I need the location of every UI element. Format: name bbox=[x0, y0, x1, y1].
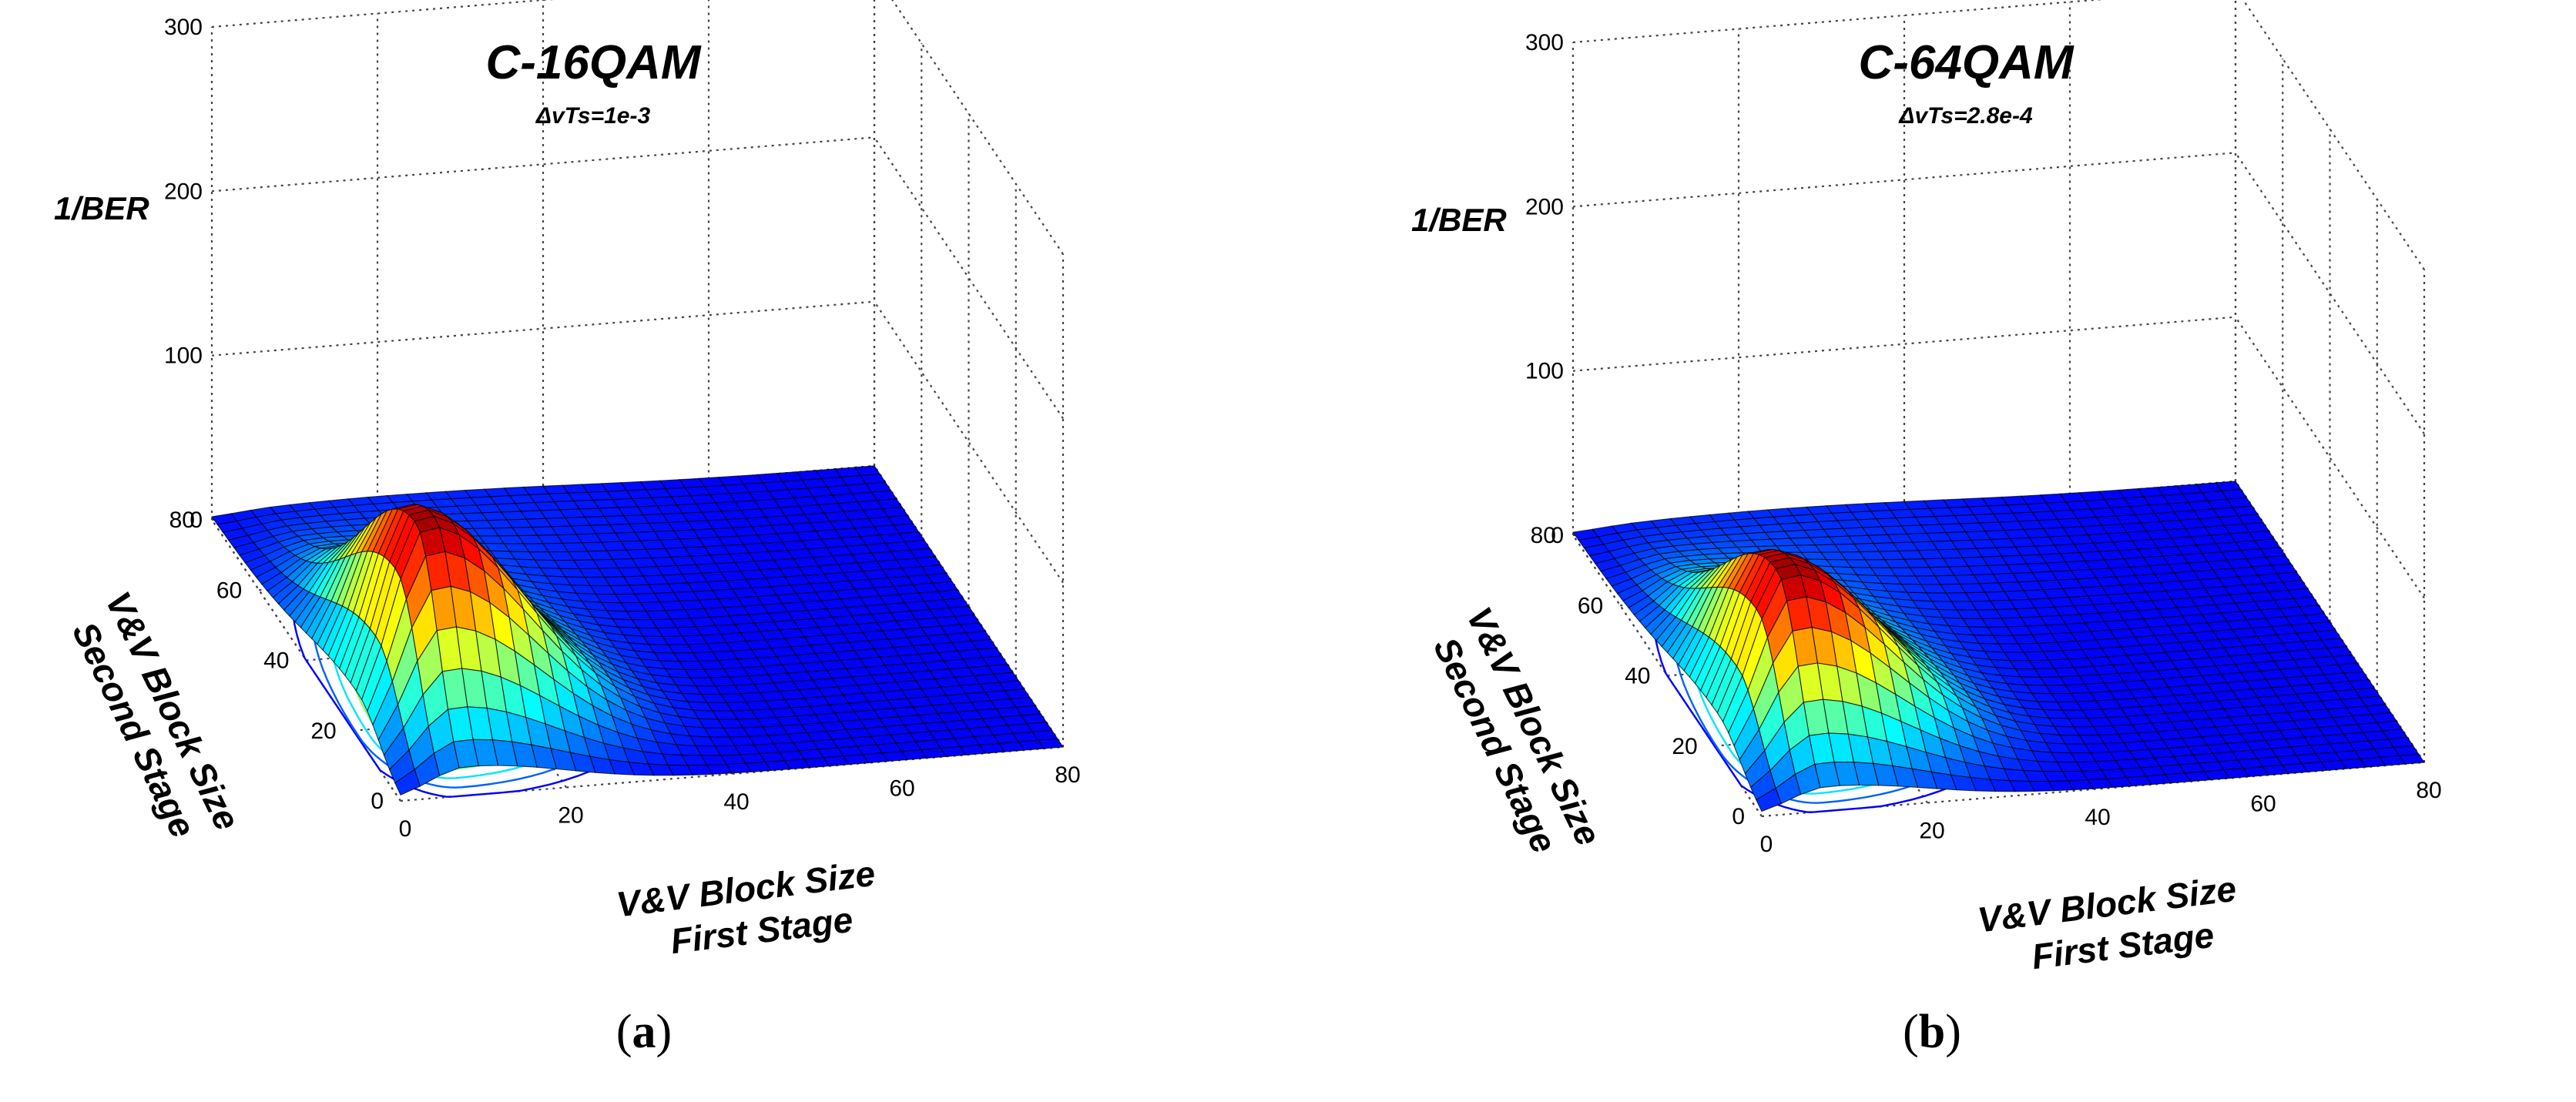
caption-b: (b) bbox=[1903, 1006, 1961, 1058]
chart-subtitle: ΔvTs=1e-3 bbox=[535, 103, 651, 129]
y-tick-label: 80 bbox=[169, 507, 195, 533]
z-tick-label: 0 bbox=[190, 507, 203, 533]
x-tick-label: 80 bbox=[2416, 778, 2441, 803]
chart-group: 0100200300020406080020406080C-64QAMΔvTs=… bbox=[1411, 0, 2442, 983]
chart-subtitle: ΔvTs=2.8e-4 bbox=[1898, 103, 2033, 129]
y-tick-label: 0 bbox=[371, 789, 384, 814]
z-tick-label: 100 bbox=[164, 343, 203, 369]
x-tick-label: 0 bbox=[399, 816, 412, 842]
surface-chart-b: 0100200300020406080020406080C-64QAMΔvTs=… bbox=[1411, 0, 2442, 983]
x-tick-label: 40 bbox=[2085, 805, 2110, 830]
z-tick-label: 300 bbox=[1525, 30, 1564, 55]
grid-right-z-100 bbox=[2235, 317, 2425, 599]
z-tick-label: 200 bbox=[164, 179, 203, 204]
grid-right-z-200 bbox=[874, 136, 1064, 419]
y-tick-label: 40 bbox=[1625, 664, 1650, 689]
chart-panel-b: 0 100 200 300 0 20 40 60 80 0 20 40 60 80 C-64QAM ΔvTs=… bbox=[1288, 0, 2576, 1102]
x-tick-label: 0 bbox=[1760, 832, 1773, 857]
z-axis-label: 1/BER bbox=[54, 190, 149, 226]
y-tick-label: 60 bbox=[1578, 593, 1603, 618]
chart-title: C-16QAM bbox=[485, 36, 701, 89]
surface-cell bbox=[1756, 787, 1782, 812]
y-tick-label: 40 bbox=[263, 648, 289, 674]
y-tick-label: 80 bbox=[1531, 523, 1556, 548]
surface-chart-a: 0100200300020406080020406080C-16QAMΔvTs=… bbox=[54, 0, 1081, 967]
z-tick-label: 300 bbox=[164, 15, 203, 40]
grid-right-z-200 bbox=[2235, 152, 2425, 434]
y-tick-label: 0 bbox=[1732, 804, 1745, 829]
caption-letter-b: b bbox=[1918, 1006, 1946, 1058]
y-tick-label: 60 bbox=[216, 578, 242, 603]
grid-back-z-100 bbox=[1572, 316, 2236, 372]
z-tick-label: 200 bbox=[1525, 194, 1564, 219]
chart-panel-a: 0 100 200 300 0 20 40 60 80 0 20 40 60 80 C-16QAM ΔvTs=… bbox=[54, 0, 1081, 1058]
y-tick-label: 20 bbox=[310, 718, 336, 744]
x-tick-label: 20 bbox=[1919, 819, 1944, 844]
x-tick-label: 20 bbox=[558, 803, 583, 829]
y-axis-label: V&V Block SizeSecond Stage bbox=[1420, 601, 1609, 871]
x-axis-label: V&V Block SizeFirst Stage bbox=[1975, 869, 2243, 983]
x-tick-label: 40 bbox=[723, 789, 749, 815]
chart-group: 0100200300020406080020406080C-16QAMΔvTs=… bbox=[54, 0, 1081, 967]
caption-letter-a: a bbox=[632, 1006, 656, 1058]
caption-a: (a) bbox=[615, 1006, 673, 1058]
chart-title: C-64QAM bbox=[1858, 36, 2074, 89]
z-tick-label: 0 bbox=[1551, 523, 1564, 548]
surface-mesh bbox=[211, 465, 1064, 796]
grid-right-z-100 bbox=[874, 301, 1064, 584]
z-tick-label: 100 bbox=[1525, 359, 1564, 384]
surface-mesh bbox=[1572, 481, 2425, 812]
x-tick-label: 80 bbox=[1055, 762, 1080, 788]
x-axis-label: V&V Block SizeFirst Stage bbox=[614, 853, 882, 967]
z-axis-label: 1/BER bbox=[1411, 202, 1507, 238]
x-tick-label: 60 bbox=[889, 776, 914, 802]
surface-cell bbox=[394, 769, 421, 796]
y-axis-label: V&V Block SizeSecond Stage bbox=[59, 585, 248, 856]
grid-right-z-300 bbox=[891, 0, 1064, 255]
y-tick-label: 20 bbox=[1672, 734, 1697, 759]
grid-right-z-300 bbox=[2242, 0, 2425, 270]
grid-back-z-100 bbox=[211, 300, 875, 357]
x-tick-label: 60 bbox=[2250, 792, 2276, 817]
